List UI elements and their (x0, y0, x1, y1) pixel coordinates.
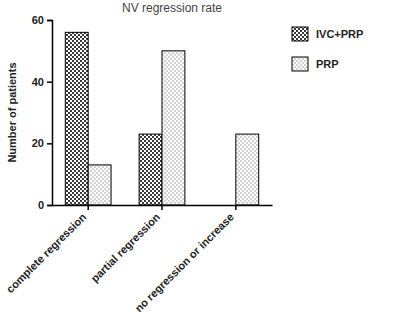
y-tick-mark (47, 205, 52, 207)
title: NV regression rate (122, 1, 222, 15)
y-tick: 0 (38, 199, 52, 211)
x-tick: complete regression (4, 205, 89, 295)
legend-swatch (292, 27, 308, 41)
bar (88, 165, 111, 205)
x-tick-mark (161, 205, 163, 210)
x-tick: no regression or increase (132, 205, 236, 314)
y-tick-label: 0 (38, 199, 44, 211)
y-tick-label: 60 (32, 14, 44, 26)
y-tick: 60 (32, 14, 52, 26)
legend: IVC+PRP PRP (292, 27, 363, 71)
y-tick-mark (47, 143, 52, 145)
x-tick-mark (235, 205, 237, 210)
bar (236, 134, 259, 205)
y-tick-mark (47, 81, 52, 83)
legend-item: PRP (292, 57, 339, 71)
x-tick-mark (87, 205, 89, 210)
chart-container: 0 20 40 60 complete regressionpartial regres… (0, 0, 400, 323)
bar (65, 32, 88, 205)
x-tick-label: no regression or increase (132, 211, 236, 315)
x-axis: complete regressionpartial regressionno … (4, 205, 273, 314)
y-axis-title: Number of patients (6, 62, 18, 162)
legend-swatch (292, 57, 308, 71)
x-tick: partial regression (88, 205, 162, 284)
bar (139, 134, 162, 205)
y-axis: 0 20 40 60 (32, 14, 53, 211)
y-axis-line (47, 21, 53, 206)
legend-label: PRP (316, 58, 339, 70)
x-tick-label: partial regression (88, 210, 162, 284)
y-tick-label: 20 (32, 137, 44, 149)
legend-item: IVC+PRP (292, 27, 363, 41)
y-tick: 40 (32, 76, 52, 88)
chart-svg: 0 20 40 60 complete regressionpartial regres… (0, 0, 400, 323)
y-tick: 20 (32, 137, 52, 149)
y-tick-label: 40 (32, 76, 44, 88)
x-tick-label: complete regression (4, 210, 89, 295)
bar (162, 51, 185, 205)
y-tick-mark (47, 20, 52, 22)
bars (65, 32, 258, 205)
legend-label: IVC+PRP (316, 28, 363, 40)
